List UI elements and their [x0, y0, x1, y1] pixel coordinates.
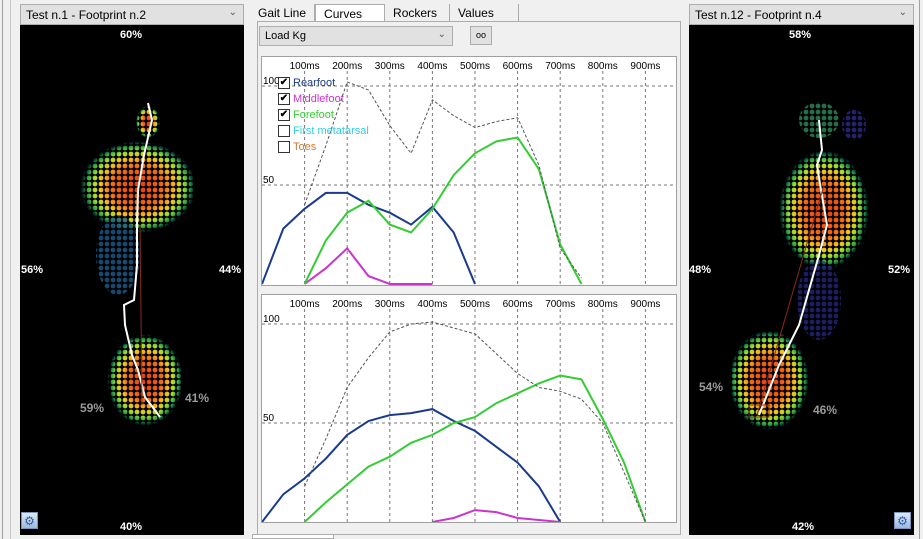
pressure-map-right[interactable]: 58% 48% 52% 54% 46% 42% ⚙: [689, 25, 914, 535]
pct-heel-left: 54%: [699, 380, 724, 394]
svg-text:50: 50: [263, 413, 275, 424]
checkbox-first-metatarsal[interactable]: [278, 125, 290, 137]
load-chart-bottom: 100ms 200ms 300ms 400ms 500ms 600ms 700ms 800ms…: [261, 294, 677, 523]
checkbox-toes[interactable]: [278, 141, 290, 153]
legend-label: Middlefoot: [293, 93, 344, 105]
settings-button-left[interactable]: ⚙: [21, 512, 38, 529]
legend-label: Rearfoot: [293, 77, 336, 89]
legend-item-first-metatarsal[interactable]: First metatarsal: [278, 123, 369, 139]
measure-select-value: Load Kg: [265, 30, 306, 42]
svg-text:700ms: 700ms: [545, 299, 575, 310]
svg-text:400ms: 400ms: [417, 61, 447, 72]
pct-top: 58%: [789, 29, 812, 41]
svg-text:100: 100: [263, 76, 280, 87]
svg-text:100ms: 100ms: [290, 299, 320, 310]
scrollbar[interactable]: [252, 534, 334, 539]
legend-item-forefoot[interactable]: ✔ Forefoot: [278, 107, 369, 123]
svg-text:500ms: 500ms: [460, 299, 490, 310]
link-charts-button[interactable]: oo: [470, 26, 492, 45]
pct-heel-left: 59%: [80, 401, 105, 415]
svg-text:600ms: 600ms: [503, 299, 533, 310]
svg-text:600ms: 600ms: [503, 61, 533, 72]
legend-item-toes[interactable]: Toes: [278, 139, 369, 155]
svg-text:900ms: 900ms: [630, 61, 660, 72]
pct-top: 60%: [120, 29, 143, 41]
svg-text:500ms: 500ms: [460, 61, 490, 72]
svg-text:900ms: 900ms: [630, 299, 660, 310]
chevron-down-icon: ⌄: [898, 7, 907, 18]
chart-plot-top: 100ms 200ms 300ms 400ms 500ms 600ms 700ms 800ms…: [262, 61, 676, 285]
load-chart-top: 100ms 200ms 300ms 400ms 500ms 600ms 700ms 800ms…: [261, 56, 677, 286]
pct-left: 56%: [21, 264, 44, 276]
legend-label: First metatarsal: [293, 125, 369, 137]
tab-gait-line[interactable]: Gait Line: [250, 4, 316, 22]
pct-bottom: 40%: [120, 521, 143, 533]
legend-label: Toes: [293, 141, 317, 153]
footprint-selector-value: Test n.1 - Footprint n.2: [26, 7, 147, 22]
chart-legend: ✔ Rearfoot ✔ Middlefoot ✔ Forefoot First me…: [278, 75, 369, 155]
footprint-selector-value: Test n.12 - Footprint n.4: [695, 7, 822, 22]
svg-text:300ms: 300ms: [375, 61, 405, 72]
tab-rockers[interactable]: Rockers: [385, 4, 451, 22]
panel-border: [919, 0, 920, 539]
svg-text:50: 50: [263, 175, 275, 186]
footprint-selector-right[interactable]: Test n.12 - Footprint n.4 ⌄: [689, 4, 914, 25]
right-footprint-panel: Test n.12 - Footprint n.4 ⌄ 58%: [686, 0, 923, 539]
chevron-down-icon: ⌄: [437, 29, 446, 40]
gear-icon: ⚙: [24, 513, 35, 528]
pressure-heatmap-left: [80, 102, 196, 426]
panel-border: [10, 0, 11, 539]
checkbox-rearfoot[interactable]: ✔: [278, 77, 290, 89]
svg-text:200ms: 200ms: [332, 61, 362, 72]
svg-text:800ms: 800ms: [588, 299, 618, 310]
settings-button-right[interactable]: ⚙: [894, 512, 911, 529]
svg-text:400ms: 400ms: [417, 299, 447, 310]
left-footprint-panel: Test n.1 - Footprint n.2 ⌄ 60% 56% 4: [0, 0, 250, 539]
panel-border: [2, 0, 3, 539]
pct-heel-right: 46%: [813, 403, 838, 417]
pct-right: 44%: [219, 264, 242, 276]
svg-text:100ms: 100ms: [290, 61, 320, 72]
legend-item-rearfoot[interactable]: ✔ Rearfoot: [278, 75, 369, 91]
curves-area: Gait Line Curves Rockers Values Load Kg …: [250, 0, 686, 539]
pct-right: 52%: [888, 264, 911, 276]
pct-left: 48%: [689, 264, 712, 276]
chevron-down-icon: ⌄: [228, 7, 237, 18]
measure-select[interactable]: Load Kg ⌄: [259, 26, 453, 46]
tab-bar: Gait Line Curves Rockers Values: [250, 4, 520, 23]
tab-curves[interactable]: Curves: [315, 4, 386, 23]
footprint-selector-left[interactable]: Test n.1 - Footprint n.2 ⌄: [20, 4, 244, 25]
svg-text:300ms: 300ms: [375, 299, 405, 310]
legend-label: Forefoot: [293, 109, 334, 121]
svg-text:100: 100: [263, 314, 280, 325]
legend-item-middlefoot[interactable]: ✔ Middlefoot: [278, 91, 369, 107]
tab-values[interactable]: Values: [450, 4, 520, 22]
svg-text:700ms: 700ms: [545, 61, 575, 72]
pressure-map-left[interactable]: 60% 56% 44% 59% 41% 40% ⚙: [20, 25, 244, 535]
checkbox-forefoot[interactable]: ✔: [278, 109, 290, 121]
pct-heel-right: 41%: [185, 391, 210, 405]
svg-text:200ms: 200ms: [332, 299, 362, 310]
gear-icon: ⚙: [897, 513, 908, 528]
pct-bottom: 42%: [792, 521, 815, 533]
pressure-heatmap-right: [729, 102, 869, 430]
svg-text:800ms: 800ms: [588, 61, 618, 72]
chart-plot-bottom: 100ms 200ms 300ms 400ms 500ms 600ms 700ms 800ms…: [262, 299, 676, 522]
checkbox-middlefoot[interactable]: ✔: [278, 93, 290, 105]
